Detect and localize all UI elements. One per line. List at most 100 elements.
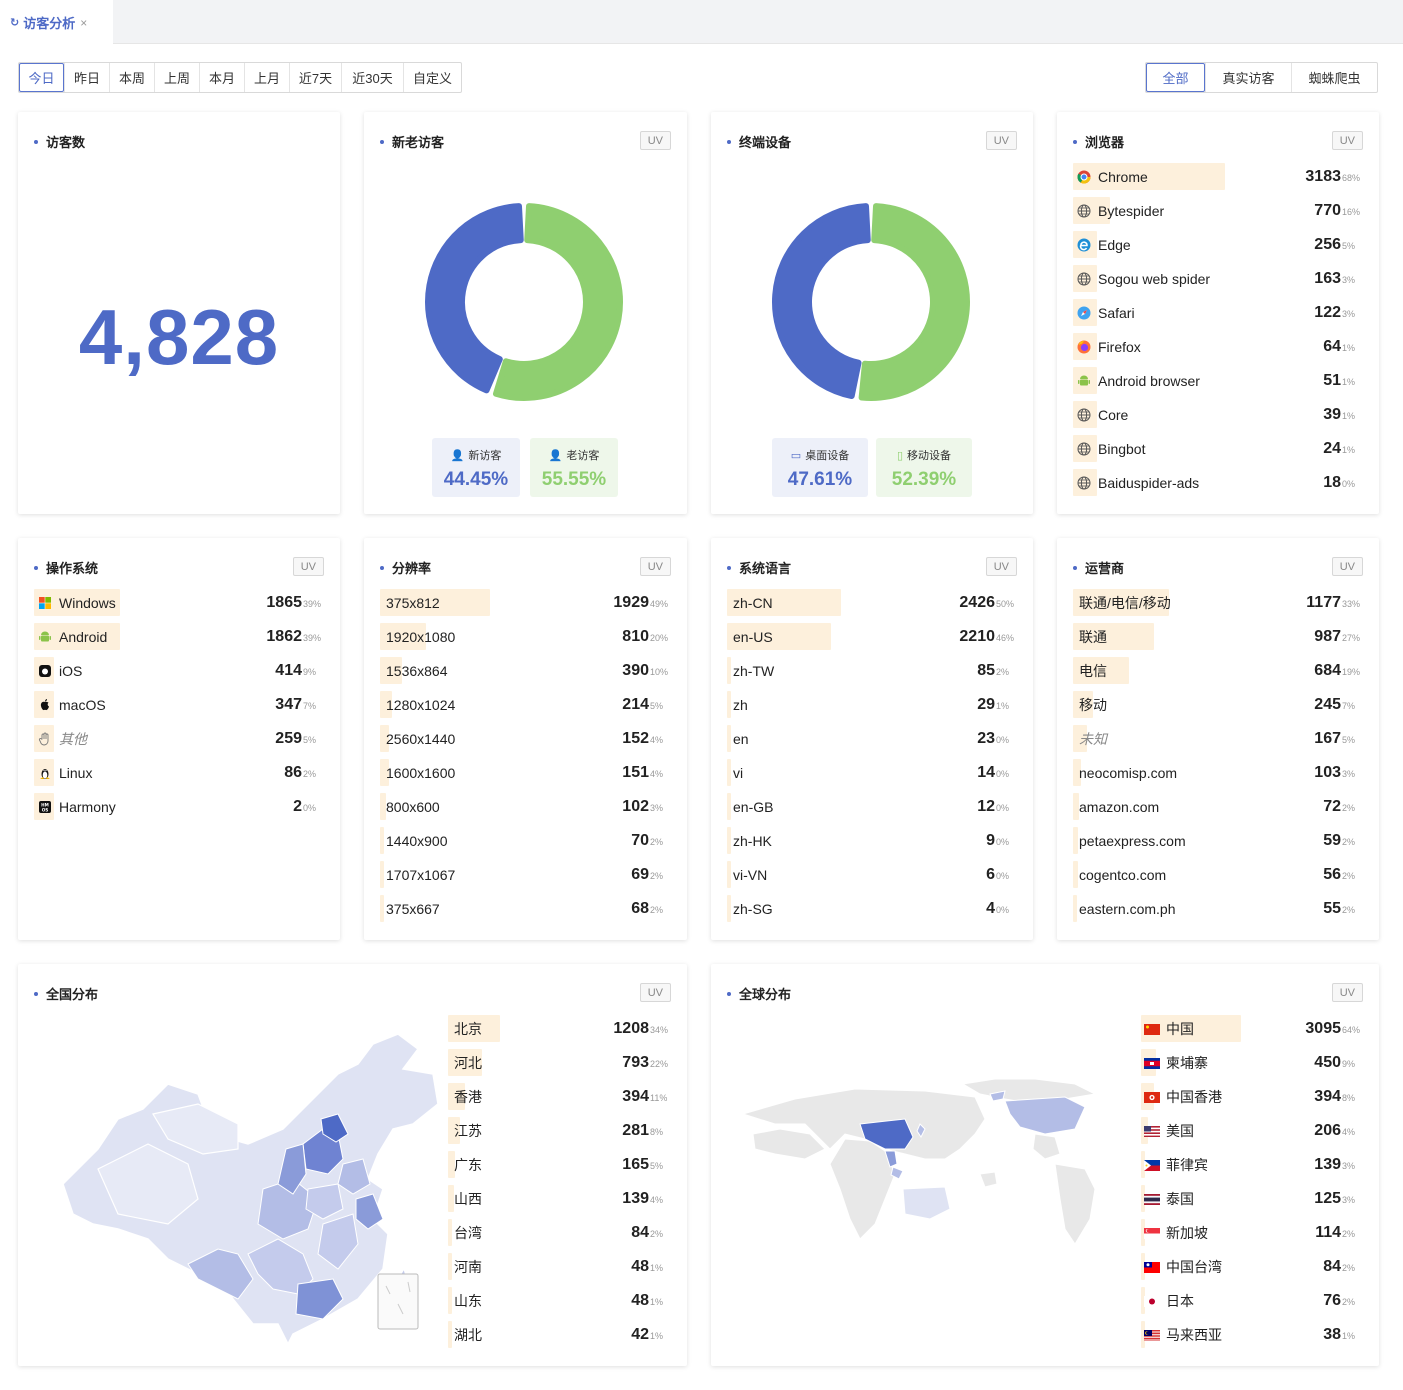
list-item[interactable]: 河北 793 22% xyxy=(448,1046,669,1080)
value-bar xyxy=(448,1287,452,1314)
china-map[interactable] xyxy=(38,1024,448,1344)
world-map[interactable] xyxy=(735,1079,1135,1279)
list-item[interactable]: 1600x1600 151 4% xyxy=(380,756,669,790)
range-button[interactable]: 上月 xyxy=(244,63,289,92)
list-item[interactable]: 联通/电信/移动 1177 33% xyxy=(1073,586,1361,620)
item-value: 450 xyxy=(1314,1054,1341,1071)
list-item[interactable]: 未知 167 5% xyxy=(1073,722,1361,756)
list-item[interactable]: zh 29 1% xyxy=(727,688,1015,722)
list-item[interactable]: 泰国 125 3% xyxy=(1141,1182,1361,1216)
list-item[interactable]: zh-TW 85 2% xyxy=(727,654,1015,688)
legend-mobile[interactable]: ▯ 移动设备 52.39% xyxy=(876,438,972,497)
visitor-type-button[interactable]: 全部 xyxy=(1146,63,1205,92)
list-item[interactable]: Android browser 51 1% xyxy=(1073,364,1361,398)
list-item[interactable]: 中国香港 394 8% xyxy=(1141,1080,1361,1114)
refresh-icon[interactable]: ↻ xyxy=(10,17,20,29)
list-item[interactable]: 北京 1208 34% xyxy=(448,1012,669,1046)
list-item[interactable]: HM OS Harmony 2 0% xyxy=(34,790,322,824)
list-item[interactable]: 台湾 84 2% xyxy=(448,1216,669,1250)
list-item[interactable]: zh-HK 9 0% xyxy=(727,824,1015,858)
list-item[interactable]: Sogou web spider 163 3% xyxy=(1073,262,1361,296)
tab-visitor-analysis[interactable]: ↻ 访客分析 × xyxy=(0,0,113,45)
list-item[interactable]: 新加坡 114 2% xyxy=(1141,1216,1361,1250)
list-item[interactable]: Linux 86 2% xyxy=(34,756,322,790)
legend-old-visitor[interactable]: 👤 老访客 55.55% xyxy=(530,438,618,497)
list-item[interactable]: cogentco.com 56 2% xyxy=(1073,858,1361,892)
visitor-type-button[interactable]: 真实访客 xyxy=(1205,63,1291,92)
list-item[interactable]: 广东 165 5% xyxy=(448,1148,669,1182)
old-visitor-slice[interactable] xyxy=(492,203,623,401)
list-item[interactable]: 800x600 102 3% xyxy=(380,790,669,824)
list-item[interactable]: Edge 256 5% xyxy=(1073,228,1361,262)
list-item[interactable]: Firefox 64 1% xyxy=(1073,330,1361,364)
range-button[interactable]: 自定义 xyxy=(403,63,461,92)
range-button[interactable]: 上周 xyxy=(154,63,199,92)
list-item[interactable]: 柬埔寨 450 9% xyxy=(1141,1046,1361,1080)
range-button[interactable]: 近30天 xyxy=(341,63,403,92)
list-item[interactable]: iOS 414 9% xyxy=(34,654,322,688)
list-item[interactable]: 1920x1080 810 20% xyxy=(380,620,669,654)
list-item[interactable]: 中国台湾 84 2% xyxy=(1141,1250,1361,1284)
range-button[interactable]: 昨日 xyxy=(64,63,109,92)
list-item[interactable]: 375x667 68 2% xyxy=(380,892,669,926)
new-visitor-slice[interactable] xyxy=(425,203,524,394)
list-item[interactable]: 1280x1024 214 5% xyxy=(380,688,669,722)
list-item[interactable]: 其他 259 5% xyxy=(34,722,322,756)
list-item[interactable]: 山西 139 4% xyxy=(448,1182,669,1216)
list-item[interactable]: Core 39 1% xyxy=(1073,398,1361,432)
legend-new-visitor[interactable]: 👤 新访客 44.45% xyxy=(432,438,520,497)
item-value: 64 xyxy=(1323,338,1341,355)
list-item[interactable]: 香港 394 11% xyxy=(448,1080,669,1114)
list-item[interactable]: Baiduspider-ads 18 0% xyxy=(1073,466,1361,500)
list-item[interactable]: en 23 0% xyxy=(727,722,1015,756)
list-item[interactable]: 江苏 281 8% xyxy=(448,1114,669,1148)
list-item[interactable]: vi-VN 6 0% xyxy=(727,858,1015,892)
list-item[interactable]: Windows 1865 39% xyxy=(34,586,322,620)
list-item[interactable]: neocomisp.com 103 3% xyxy=(1073,756,1361,790)
list-item[interactable]: zh-SG 4 0% xyxy=(727,892,1015,926)
close-icon[interactable]: × xyxy=(80,15,88,30)
legend-desktop[interactable]: ▭ 桌面设备 47.61% xyxy=(772,438,868,497)
list-item[interactable]: 马来西亚 38 1% xyxy=(1141,1318,1361,1352)
list-item[interactable]: Bingbot 24 1% xyxy=(1073,432,1361,466)
list-item[interactable]: 美国 206 4% xyxy=(1141,1114,1361,1148)
new-visitor-pct: 44.45% xyxy=(443,469,509,490)
visitor-type-button[interactable]: 蜘蛛爬虫 xyxy=(1291,63,1377,92)
list-item[interactable]: 1707x1067 69 2% xyxy=(380,858,669,892)
globe-icon xyxy=(1076,441,1092,457)
list-item[interactable]: 山东 48 1% xyxy=(448,1284,669,1318)
list-item[interactable]: eastern.com.ph 55 2% xyxy=(1073,892,1361,926)
list-item[interactable]: 湖北 42 1% xyxy=(448,1318,669,1352)
list-item[interactable]: 1536x864 390 10% xyxy=(380,654,669,688)
list-item[interactable]: 1440x900 70 2% xyxy=(380,824,669,858)
list-item[interactable]: amazon.com 72 2% xyxy=(1073,790,1361,824)
new-old-visitor-card: 新老访客 UV 👤 新访客 44.45% 👤 老访客 55.55% xyxy=(364,112,687,514)
list-item[interactable]: macOS 347 7% xyxy=(34,688,322,722)
list-item[interactable]: 电信 684 19% xyxy=(1073,654,1361,688)
list-item[interactable]: 菲律宾 139 3% xyxy=(1141,1148,1361,1182)
list-item[interactable]: Bytespider 770 16% xyxy=(1073,194,1361,228)
list-item[interactable]: 2560x1440 152 4% xyxy=(380,722,669,756)
list-item[interactable]: en-GB 12 0% xyxy=(727,790,1015,824)
mobile-slice[interactable] xyxy=(858,203,970,401)
list-item[interactable]: Chrome 3183 68% xyxy=(1073,160,1361,194)
list-item[interactable]: 日本 76 2% xyxy=(1141,1284,1361,1318)
list-item[interactable]: 375x812 1929 49% xyxy=(380,586,669,620)
list-item[interactable]: en-US 2210 46% xyxy=(727,620,1015,654)
list-item[interactable]: Android 1862 39% xyxy=(34,620,322,654)
list-item[interactable]: zh-CN 2426 50% xyxy=(727,586,1015,620)
range-button[interactable]: 今日 xyxy=(19,63,64,92)
list-item[interactable]: vi 14 0% xyxy=(727,756,1015,790)
range-button[interactable]: 本月 xyxy=(199,63,244,92)
item-label: 1440x900 xyxy=(386,833,448,849)
list-item[interactable]: 移动 245 7% xyxy=(1073,688,1361,722)
list-item[interactable]: 联通 987 27% xyxy=(1073,620,1361,654)
list-item[interactable]: 河南 48 1% xyxy=(448,1250,669,1284)
list-item[interactable]: petaexpress.com 59 2% xyxy=(1073,824,1361,858)
card-title: 全国分布 xyxy=(34,984,98,1003)
range-button[interactable]: 本周 xyxy=(109,63,154,92)
list-item[interactable]: 中国 3095 64% xyxy=(1141,1012,1361,1046)
desktop-slice[interactable] xyxy=(772,203,871,400)
list-item[interactable]: Safari 122 3% xyxy=(1073,296,1361,330)
range-button[interactable]: 近7天 xyxy=(289,63,341,92)
